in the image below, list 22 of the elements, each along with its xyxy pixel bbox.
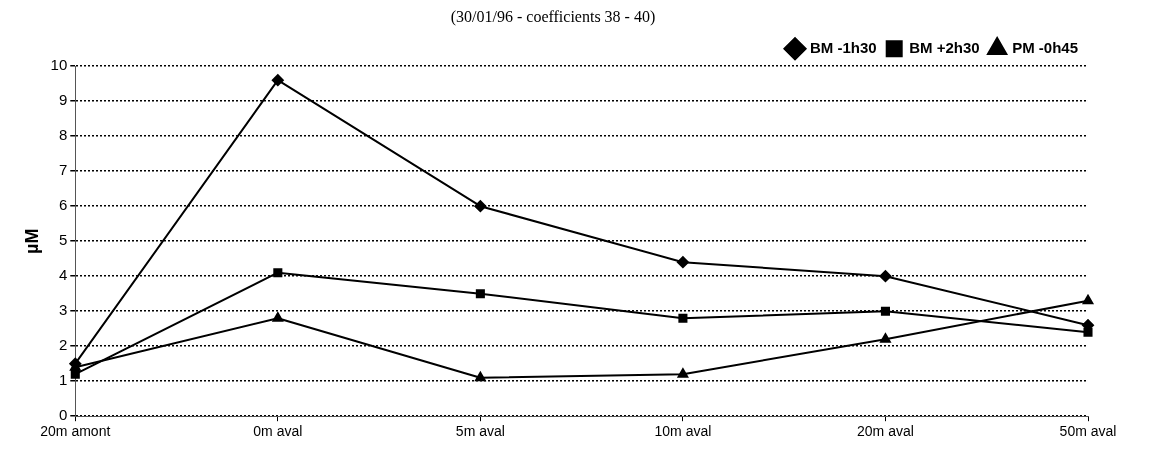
y-tick-label: 7 bbox=[58, 161, 68, 179]
legend-label: PM -0h45 bbox=[1012, 38, 1079, 56]
y-tick-label: 4 bbox=[58, 266, 68, 284]
y-tick-label: 3 bbox=[58, 301, 68, 319]
legend-label: BM -1h30 bbox=[810, 38, 877, 56]
legend-label: BM +2h30 bbox=[909, 38, 980, 56]
x-tick-label: 5m aval bbox=[455, 423, 505, 440]
x-tick-label: 0m aval bbox=[253, 423, 303, 440]
y-tick-label: 6 bbox=[58, 196, 68, 214]
y-tick-label: 10 bbox=[50, 56, 68, 74]
y-tick-label: 9 bbox=[58, 91, 68, 109]
y-axis-title: µM bbox=[21, 228, 42, 254]
x-tick-label: 50m aval bbox=[1059, 423, 1117, 440]
chart-subtitle: (30/01/96 - coefficients 38 - 40) bbox=[450, 7, 656, 26]
x-tick-label: 20m aval bbox=[857, 423, 914, 440]
x-tick-label: 20m amont bbox=[40, 423, 111, 440]
y-tick-label: 0 bbox=[58, 406, 68, 424]
y-tick-label: 1 bbox=[58, 371, 68, 389]
y-tick-label: 8 bbox=[58, 126, 68, 144]
y-tick-label: 2 bbox=[58, 336, 68, 354]
y-tick-label: 5 bbox=[58, 231, 68, 249]
x-tick-label: 10m aval bbox=[654, 423, 712, 440]
